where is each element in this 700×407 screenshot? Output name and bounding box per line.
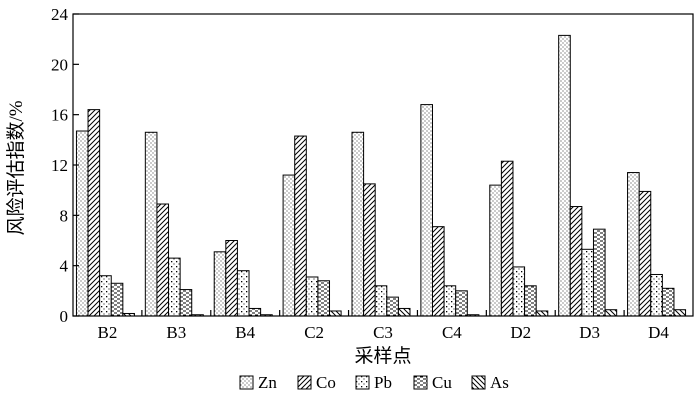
legend-swatch-as: [471, 375, 486, 390]
bar-zn-b4: [213, 251, 227, 317]
x-tick-label: B4: [235, 323, 255, 342]
bar-cu-b3: [179, 289, 193, 317]
bar-cu-b2: [110, 282, 124, 317]
bar-cu-b4: [248, 307, 262, 317]
y-tick-label: 24: [51, 5, 69, 24]
y-tick-label: 4: [60, 257, 69, 276]
y-tick-label: 20: [51, 55, 68, 74]
x-tick-label: B2: [98, 323, 118, 342]
bar-as-d4: [673, 309, 687, 317]
bar-co-c4: [431, 226, 445, 317]
y-tick-label: 8: [60, 206, 69, 225]
bar-co-d4: [638, 190, 652, 317]
bar-co-c2: [294, 135, 307, 317]
bar-zn-b2: [75, 130, 89, 317]
bar-co-d2: [500, 160, 514, 317]
legend-label-as: As: [490, 373, 509, 392]
axes-group: 0 4 8 12 16 20 24 B2 B3 B4 C2 C3 C4 D2 D3 D4: [51, 5, 694, 342]
x-tick-label: D2: [510, 323, 531, 342]
bar-pb-b2: [99, 275, 112, 317]
x-tick-label: C4: [442, 323, 462, 342]
bar-pb-d3: [581, 248, 594, 317]
bar-zn-d4: [627, 172, 640, 317]
bar-as-c3: [397, 307, 411, 317]
x-tick-label: D4: [648, 323, 669, 342]
legend-swatch-pb: [355, 375, 370, 390]
legend-swatch-co: [297, 375, 312, 390]
bar-co-b4: [225, 240, 238, 317]
bar-zn-c2: [282, 174, 296, 317]
bar-pb-c3: [374, 285, 388, 317]
bar-pb-d2: [512, 266, 526, 317]
bar-cu-c4: [455, 290, 468, 317]
bar-pb-b3: [168, 257, 181, 317]
legend-label-co: Co: [316, 373, 336, 392]
bar-cu-c3: [386, 296, 399, 317]
y-tick-label: 16: [51, 106, 68, 125]
bar-pb-b4: [236, 270, 250, 317]
x-tick-label: C2: [304, 323, 324, 342]
y-tick-label: 0: [60, 307, 69, 326]
x-tick-label: B3: [166, 323, 186, 342]
bar-pb-c4: [443, 285, 457, 317]
bar-co-b2: [87, 109, 101, 317]
bar-zn-c4: [420, 104, 433, 317]
bar-zn-d2: [489, 184, 502, 317]
legend-swatch-zn: [239, 375, 254, 390]
bar-co-c3: [363, 183, 376, 317]
bar-zn-c3: [351, 131, 365, 317]
bar-cu-c2: [317, 280, 331, 317]
bar-zn-b3: [144, 131, 158, 317]
bar-co-b3: [156, 203, 170, 317]
bar-zn-d3: [558, 34, 571, 317]
bar-as-d2: [535, 310, 549, 317]
legend: Zn Co Pb Cu As: [239, 373, 509, 392]
y-axis-title: 风险评估指数/%: [5, 100, 27, 235]
legend-swatch-cu: [413, 375, 428, 390]
legend-label-zn: Zn: [258, 373, 277, 392]
bar-cu-d4: [661, 287, 675, 317]
bar-pb-d4: [650, 273, 663, 317]
legend-label-pb: Pb: [374, 373, 392, 392]
y-tick-label: 12: [51, 156, 68, 175]
x-tick-label: C3: [373, 323, 393, 342]
bar-as-d3: [604, 309, 618, 317]
bar-cu-d2: [524, 285, 537, 317]
x-axis-title: 采样点: [354, 345, 411, 367]
bar-pb-c2: [305, 276, 319, 317]
bar-as-c2: [329, 310, 342, 317]
legend-label-cu: Cu: [432, 373, 452, 392]
bar-co-d3: [569, 206, 583, 317]
bars-group: [75, 34, 687, 317]
x-tick-label: D3: [579, 323, 600, 342]
bar-cu-d3: [592, 228, 606, 317]
